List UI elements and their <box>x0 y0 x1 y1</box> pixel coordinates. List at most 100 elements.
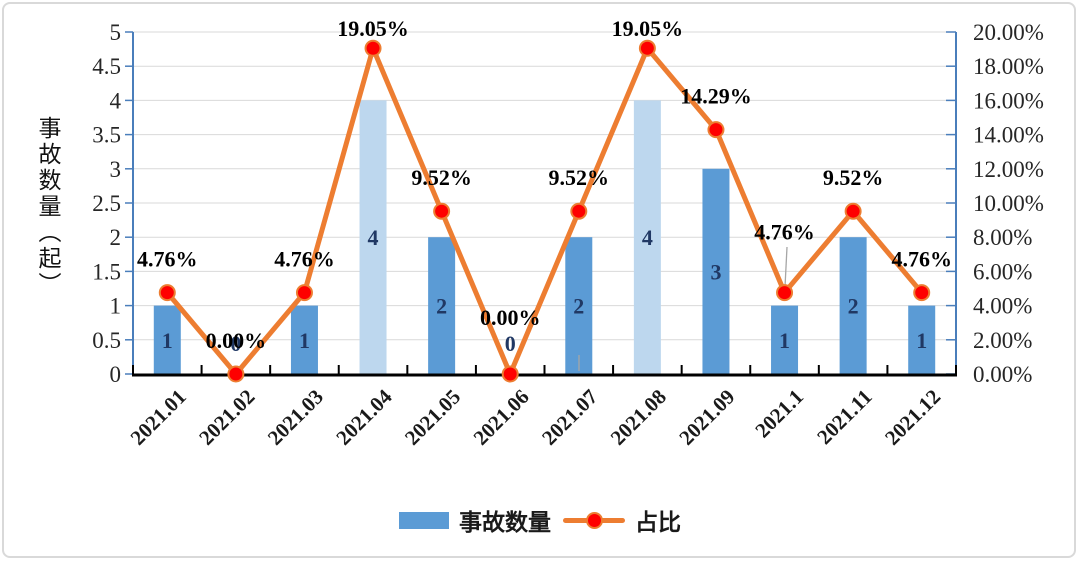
percent-label: 19.05% <box>337 16 409 41</box>
bar-label: 4 <box>368 225 379 250</box>
left-axis-tick-label: 4.5 <box>92 54 121 79</box>
right-axis-tick-label: 20.00% <box>973 20 1044 45</box>
percent-label: 4.76% <box>891 247 952 272</box>
percent-label: 0.00% <box>206 328 267 353</box>
line-marker <box>844 202 862 220</box>
percent-label: 9.52% <box>411 165 472 190</box>
line-marker <box>913 284 931 302</box>
line-marker <box>433 202 451 220</box>
right-axis-tick-label: 0.00% <box>973 362 1032 387</box>
legend-label-bar: 事故数量 <box>459 510 551 535</box>
category-tick-label: 2021.12 <box>880 385 945 450</box>
left-axis-tick-label: 5 <box>110 20 122 45</box>
line-marker <box>570 202 588 220</box>
category-axis <box>132 365 957 377</box>
bar-2021.11 <box>839 237 867 374</box>
line-marker <box>295 284 313 302</box>
bar-label: 2 <box>436 294 447 319</box>
category-tick-label: 2021.08 <box>606 385 671 450</box>
left-axis-tick-label: 1.5 <box>92 259 121 284</box>
percent-label: 14.29% <box>680 84 752 109</box>
bar-2021.05 <box>428 237 456 374</box>
bar-2021.04 <box>359 100 387 375</box>
line-marker <box>501 365 519 383</box>
label-leader-line <box>784 246 788 288</box>
line-marker <box>158 284 176 302</box>
left-axis-tick-label: 3 <box>110 157 122 182</box>
legend-item-bar: 事故数量 <box>399 503 551 537</box>
legend-label-line: 占比 <box>635 510 681 535</box>
category-tick-labels: 2021.01 2021.02 2021.03 2021.04 2021.05 2021.… <box>126 384 946 450</box>
percent-label: 9.52% <box>549 165 610 190</box>
bar-label: 4 <box>642 225 653 250</box>
percent-label: 19.05% <box>612 16 684 41</box>
bar-data-labels: 1 0 1 4 2 0 2 4 3 1 2 1 <box>162 225 927 356</box>
bar-2021.07 <box>565 237 593 374</box>
bar-label: 0 <box>505 331 516 356</box>
right-axis-tick-label: 2.00% <box>973 328 1032 353</box>
percent-line <box>164 45 925 377</box>
bar-label: 2 <box>573 294 584 319</box>
left-axis-tick-label: 4 <box>110 88 122 113</box>
percent-label: 4.76% <box>754 220 815 245</box>
category-tick-label: 2021.07 <box>537 385 602 450</box>
left-axis-tick-label: 2 <box>110 225 122 250</box>
gridlines <box>133 31 956 375</box>
category-tick-label: 2021.04 <box>331 384 397 450</box>
line-series-swatch-icon <box>563 510 625 530</box>
bar-label: 1 <box>299 328 310 353</box>
right-axis-tick-label: 12.00% <box>973 157 1044 182</box>
bar-2021.08 <box>633 100 661 375</box>
left-axis-title: 事故数量（起） <box>35 116 60 298</box>
right-axis-tick-label: 8.00% <box>973 225 1032 250</box>
bar-label: 0 <box>230 331 241 356</box>
bar-label: 3 <box>710 259 721 284</box>
percent-data-labels: 4.76% 0.00% 4.76% 19.05% 9.52% 0.00% 9.52% 19.0… <box>137 16 952 353</box>
bar-label: 1 <box>779 328 790 353</box>
bar-series-swatch-icon <box>399 511 449 529</box>
percent-label: 4.76% <box>137 247 198 272</box>
category-tick-label: 2021.02 <box>194 385 259 450</box>
bar-label: 1 <box>916 328 927 353</box>
category-tick-label: 2021.1 <box>750 385 808 443</box>
category-tick-label: 2021.09 <box>674 385 739 450</box>
right-axis-tick-label: 16.00% <box>973 88 1044 113</box>
category-tick-label: 2021.05 <box>400 385 465 450</box>
legend-item-line: 占比 <box>563 503 681 537</box>
bar-label: 2 <box>848 294 859 319</box>
left-axis-tick-label: 2.5 <box>92 191 121 216</box>
right-axis-tick-label: 18.00% <box>973 54 1044 79</box>
bar-label: 1 <box>162 328 173 353</box>
bar-2021.1 <box>771 305 799 374</box>
bar-2021.12 <box>908 305 936 374</box>
line-marker-dot-icon <box>585 511 603 529</box>
percent-label: 4.76% <box>274 247 335 272</box>
bar-2021.03 <box>290 305 318 374</box>
bar-series <box>153 100 936 375</box>
category-tick-label: 2021.11 <box>812 385 876 449</box>
left-axis-tick-label: 3.5 <box>92 123 121 148</box>
line-marker <box>776 284 794 302</box>
right-value-axis: 20.00% 18.00% 16.00% 14.00% 12.00% 10.00% 8.00… <box>946 20 1044 387</box>
line-marker <box>638 39 656 57</box>
percent-line-series <box>158 39 931 383</box>
leader-lines <box>578 246 788 371</box>
left-axis-tick-label: 0 <box>110 362 122 387</box>
line-marker <box>364 39 382 57</box>
right-axis-tick-label: 6.00% <box>973 259 1032 284</box>
left-value-axis: 5 4.5 4 3.5 3 2.5 2 1.5 1 0.5 0 <box>92 20 134 387</box>
percent-label: 0.00% <box>480 305 541 330</box>
line-marker <box>227 365 245 383</box>
category-tick-label: 2021.01 <box>126 385 191 450</box>
percent-label: 9.52% <box>823 165 884 190</box>
right-axis-tick-label: 10.00% <box>973 191 1044 216</box>
left-axis-tick-label: 0.5 <box>92 328 121 353</box>
category-tick-label: 2021.06 <box>469 385 534 450</box>
bar-2021.01 <box>153 305 181 374</box>
category-tick-label: 2021.03 <box>263 385 328 450</box>
line-marker <box>707 121 725 139</box>
right-axis-tick-label: 4.00% <box>973 294 1032 319</box>
legend: 事故数量 占比 <box>0 503 1080 537</box>
